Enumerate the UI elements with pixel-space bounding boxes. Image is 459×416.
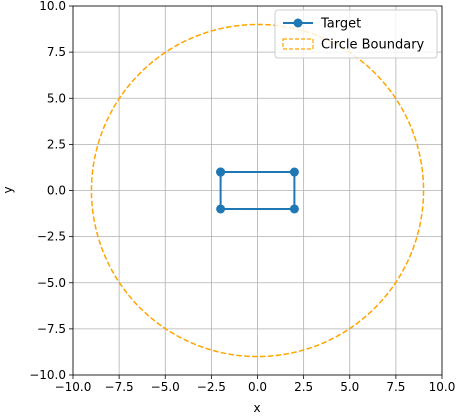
plot-frame [72, 5, 443, 376]
legend-marker [293, 18, 303, 28]
legend-swatch [282, 38, 314, 50]
y-tick-label: 2.5 [47, 137, 66, 151]
x-tick-label: 10.0 [429, 380, 456, 394]
x-tick-label: −10.0 [55, 380, 92, 394]
circle-boundary [90, 23, 425, 358]
legend: Target Circle Boundary [274, 9, 438, 59]
y-axis-label: y [1, 186, 15, 193]
legend-box [274, 9, 438, 59]
x-tick-label: −5.0 [151, 380, 180, 394]
x-tick-label: −7.5 [105, 380, 134, 394]
y-tick-label: −7.5 [37, 322, 66, 336]
y-tick-label: 0.0 [47, 184, 66, 198]
legend-label: Circle Boundary [321, 38, 425, 53]
y-tick-label: −2.5 [37, 230, 66, 244]
x-axis-label: x [253, 401, 260, 415]
y-tick-label: −10.0 [29, 368, 66, 382]
x-tick-label: 5.0 [340, 380, 359, 394]
point [289, 167, 299, 177]
y-tick-label: 10.0 [39, 0, 66, 13]
point [216, 167, 226, 177]
y-tick-label: −5.0 [37, 276, 66, 290]
point [289, 204, 299, 214]
x-tick-label: 0.0 [248, 380, 267, 394]
x-tick-label: 7.5 [386, 380, 405, 394]
legend-label: Target [320, 17, 361, 32]
point [216, 204, 226, 214]
y-tick-label: 7.5 [47, 45, 66, 59]
x-tick-label: 2.5 [294, 380, 313, 394]
y-tick-label: 5.0 [47, 91, 66, 105]
x-tick-label: −2.5 [197, 380, 226, 394]
